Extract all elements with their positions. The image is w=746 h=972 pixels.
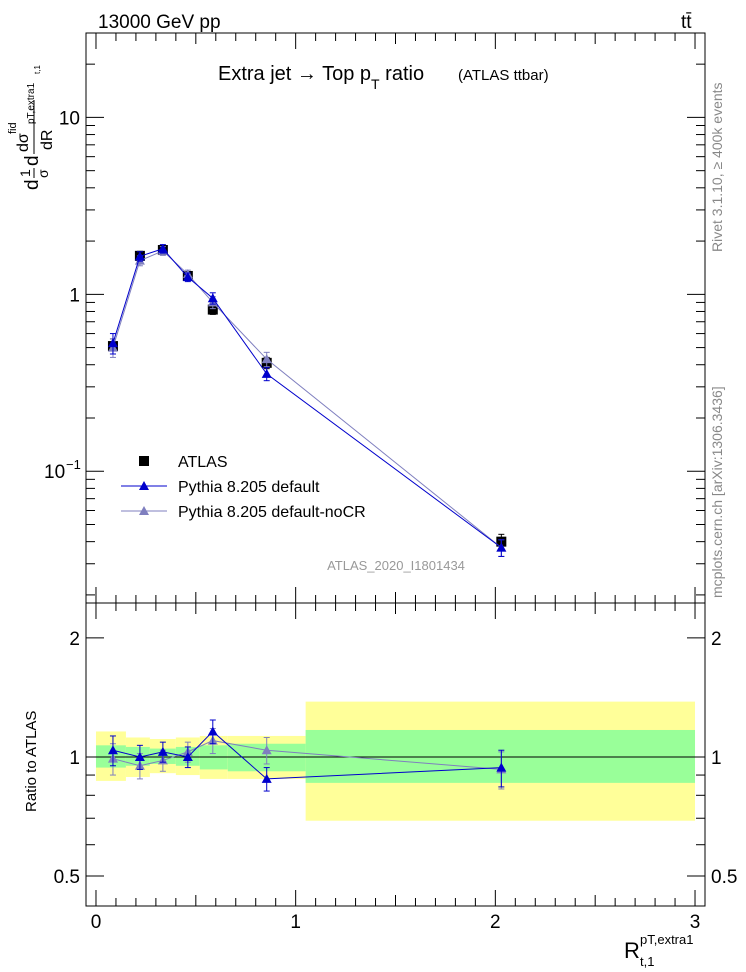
ratio-ytick-label-right: 1 [711, 748, 722, 769]
ratio-y-axis-label: Ratio to ATLAS [23, 711, 40, 812]
ratio-ytick-label-left: 0.5 [54, 867, 80, 888]
uncertainty-band-inner [305, 729, 696, 783]
x-axis-label: R pT,extra1 t,1 [624, 932, 693, 969]
ratio-ytick-label-left: 1 [69, 748, 80, 769]
legend-marker-atlas [139, 456, 149, 466]
ylabel-d: d [22, 179, 43, 190]
pythia-default-point [107, 338, 118, 348]
legend-label-pythia-nocr: Pythia 8.205 default-noCR [178, 504, 366, 521]
ylabel-dR: dR [39, 130, 56, 150]
pythia-default-point [157, 243, 168, 253]
ylabel-subsub: t,1 [33, 65, 42, 74]
ratio-xtick-label: 3 [690, 912, 701, 933]
ratio-pythia-default-point [207, 726, 218, 736]
ratio-xtick-label: 1 [290, 912, 301, 933]
pythia-default-point [496, 542, 507, 552]
legend-marker-pythia-default [139, 481, 149, 490]
pythia-default-point [261, 368, 272, 378]
pythia-default-point [207, 293, 218, 303]
ratio-axis-ticks: 0.5 0.5 1 1 2 2 0 1 2 3 [54, 603, 737, 933]
ylabel-fid: fid [7, 122, 19, 134]
chart-title-note: (ATLAS ttbar) [458, 67, 549, 84]
ylabel-d2: d [22, 155, 43, 166]
ratio-pythia-default-point [134, 751, 145, 761]
header-energy-label: 13000 GeV pp [98, 12, 221, 33]
ratio-pythia-default-point [261, 773, 272, 783]
pythia-default-point [134, 251, 145, 261]
ratio-ytick-label-left: 2 [69, 629, 80, 650]
rivet-version-label: Rivet 3.1.10, ≥ 400k events [709, 82, 725, 252]
pythia-default-line [112, 248, 502, 549]
main-y-axis-label: d 1 σ d dσ fid dR pT,extra1 t,1 [7, 65, 56, 190]
main-ytick-label: 10 [44, 462, 65, 483]
ylabel-one: 1 [17, 169, 33, 177]
ratio-xtick-label: 0 [91, 912, 102, 933]
ratio-pythia-default-point [182, 751, 193, 761]
mcplots-credit-label: mcplots.cern.ch [arXiv:1306.3436] [709, 386, 725, 598]
ratio-pythia-default-point [107, 745, 118, 755]
legend: ATLAS Pythia 8.205 default Pythia 8.205 … [121, 454, 366, 521]
main-series-layer [107, 243, 507, 557]
ratio-ytick-label-right: 0.5 [711, 867, 737, 888]
pythia-default-point [182, 272, 193, 282]
main-ytick-label: 10 [59, 108, 80, 129]
xlabel-main: R [624, 938, 640, 963]
main-ytick-exponent: −1 [66, 457, 81, 472]
ratio-series-layer [107, 719, 507, 792]
chart-title-tail: ratio [380, 63, 424, 85]
chart-title-sub: T [371, 76, 380, 92]
ylabel-dsigma: dσ [15, 133, 32, 152]
ratio-pythia-default-point [157, 746, 168, 756]
header-process-label: tt̄ [681, 12, 692, 33]
legend-label-atlas: ATLAS [178, 454, 228, 471]
main-ytick-label: 1 [69, 285, 80, 306]
ylabel-sigma: σ [35, 169, 51, 178]
analysis-watermark: ATLAS_2020_I1801434 [327, 558, 465, 573]
legend-label-pythia-default: Pythia 8.205 default [178, 479, 320, 496]
pythia-nocr-point [261, 354, 272, 364]
xlabel-sup: pT,extra1 [640, 932, 693, 947]
chart-title-main: Extra jet → Top p [218, 63, 371, 85]
ratio-pythia-nocr-point [261, 745, 272, 755]
ratio-xtick-label: 2 [490, 912, 501, 933]
ylabel-sub: pT,extra1 [26, 82, 37, 124]
atlas-data-point [207, 304, 218, 315]
chart-title: Extra jet → Top pT ratio [218, 63, 424, 92]
ratio-pythia-default-point [496, 762, 507, 772]
legend-marker-pythia-nocr [139, 506, 149, 515]
xlabel-sub: t,1 [640, 954, 654, 969]
ratio-ytick-label-right: 2 [711, 629, 722, 650]
